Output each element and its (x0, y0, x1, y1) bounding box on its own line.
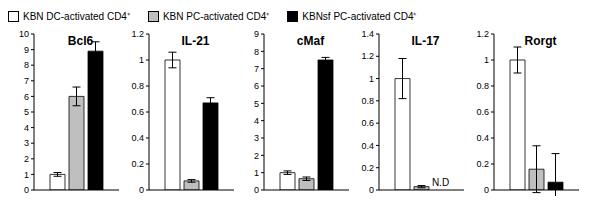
svg-text:0.4: 0.4 (361, 141, 374, 151)
svg-text:1: 1 (254, 168, 259, 178)
html-text:IL-21: IL-21 (181, 34, 210, 48)
svg-text:2: 2 (254, 151, 259, 161)
svg-text:0.8: 0.8 (476, 81, 489, 91)
svg-text:8: 8 (254, 47, 259, 57)
svg-text:0: 0 (24, 185, 29, 195)
svg-text:0.8: 0.8 (131, 81, 144, 91)
svg-text:0.2: 0.2 (476, 159, 489, 169)
svg-text:0.4: 0.4 (476, 133, 489, 143)
html-text:Rorgt: Rorgt (524, 34, 557, 48)
svg-text:1: 1 (24, 170, 29, 180)
svg-text:8: 8 (24, 60, 29, 70)
html-text:KBN DC-activated CD4⁺: KBN DC-activated CD4⁺ (23, 11, 130, 22)
svg-text:6: 6 (254, 81, 259, 91)
svg-text:0.2: 0.2 (361, 163, 374, 173)
svg-text:1.2: 1.2 (361, 51, 374, 61)
svg-text:5: 5 (254, 99, 259, 109)
html-text:KBNsf PC-activated CD4⁺: KBNsf PC-activated CD4⁺ (302, 11, 417, 22)
svg-text:3: 3 (254, 133, 259, 143)
svg-text:0.2: 0.2 (131, 159, 144, 169)
svg-text:1: 1 (484, 55, 489, 65)
svg-text:10: 10 (19, 29, 29, 39)
svg-text:0: 0 (254, 185, 259, 195)
svg-text:0.4: 0.4 (131, 133, 144, 143)
svg-text:7: 7 (254, 64, 259, 74)
svg-text:0.6: 0.6 (361, 118, 374, 128)
svg-text:0.6: 0.6 (131, 107, 144, 117)
html-text:Bcl6: Bcl6 (67, 34, 94, 48)
svg-text:0: 0 (484, 185, 489, 195)
svg-text:4: 4 (254, 116, 259, 126)
svg-text:4: 4 (24, 123, 29, 133)
svg-text:9: 9 (24, 45, 29, 55)
svg-text:0: 0 (369, 185, 374, 195)
svg-text:1: 1 (369, 74, 374, 84)
svg-text:6: 6 (24, 92, 29, 102)
svg-text:9: 9 (254, 29, 259, 39)
html-text:cMaf: cMaf (296, 34, 325, 48)
svg-text:0: 0 (139, 185, 144, 195)
svg-text:N.D: N.D (432, 177, 449, 188)
svg-text:2: 2 (24, 154, 29, 164)
html-text:KBN PC-activated CD4⁺: KBN PC-activated CD4⁺ (162, 11, 270, 22)
html-text:IL-17: IL-17 (411, 34, 440, 48)
svg-text:5: 5 (24, 107, 29, 117)
svg-text:3: 3 (24, 138, 29, 148)
svg-text:1.4: 1.4 (361, 29, 374, 39)
svg-text:1: 1 (139, 55, 144, 65)
svg-text:1.2: 1.2 (476, 29, 489, 39)
svg-text:1.2: 1.2 (131, 29, 144, 39)
svg-text:0.6: 0.6 (476, 107, 489, 117)
svg-text:7: 7 (24, 76, 29, 86)
svg-text:0.8: 0.8 (361, 96, 374, 106)
